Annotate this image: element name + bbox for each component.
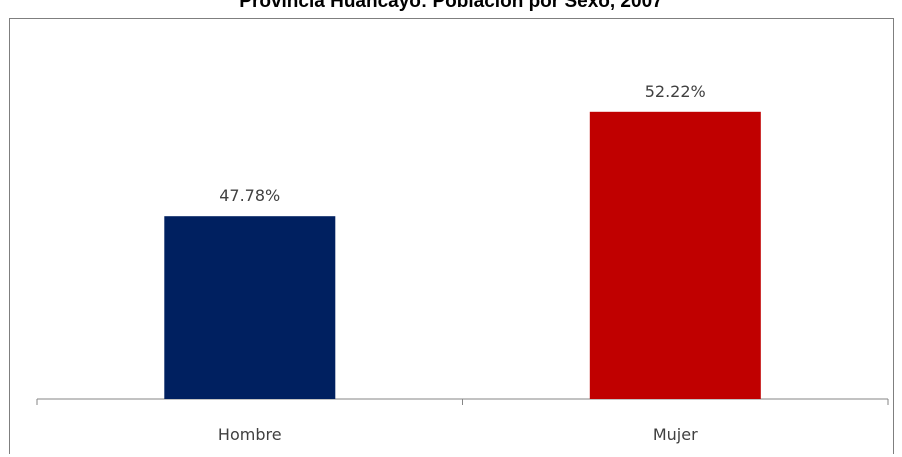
- plot-area-frame: [9, 18, 894, 454]
- bar-mujer: [589, 111, 761, 400]
- category-label-mujer: Mujer: [653, 425, 698, 444]
- data-label-mujer: 52.22%: [645, 82, 706, 101]
- chart-title: Provincia Huancayo: Población por Sexo, …: [239, 0, 663, 12]
- bar-hombre: [164, 216, 336, 399]
- bars-group: [164, 111, 761, 400]
- labels-group: 47.78% Hombre 52.22% Mujer: [218, 82, 706, 444]
- data-label-hombre: 47.78%: [219, 186, 280, 205]
- x-axis-ticks: [36, 399, 889, 405]
- category-label-hombre: Hombre: [218, 425, 282, 444]
